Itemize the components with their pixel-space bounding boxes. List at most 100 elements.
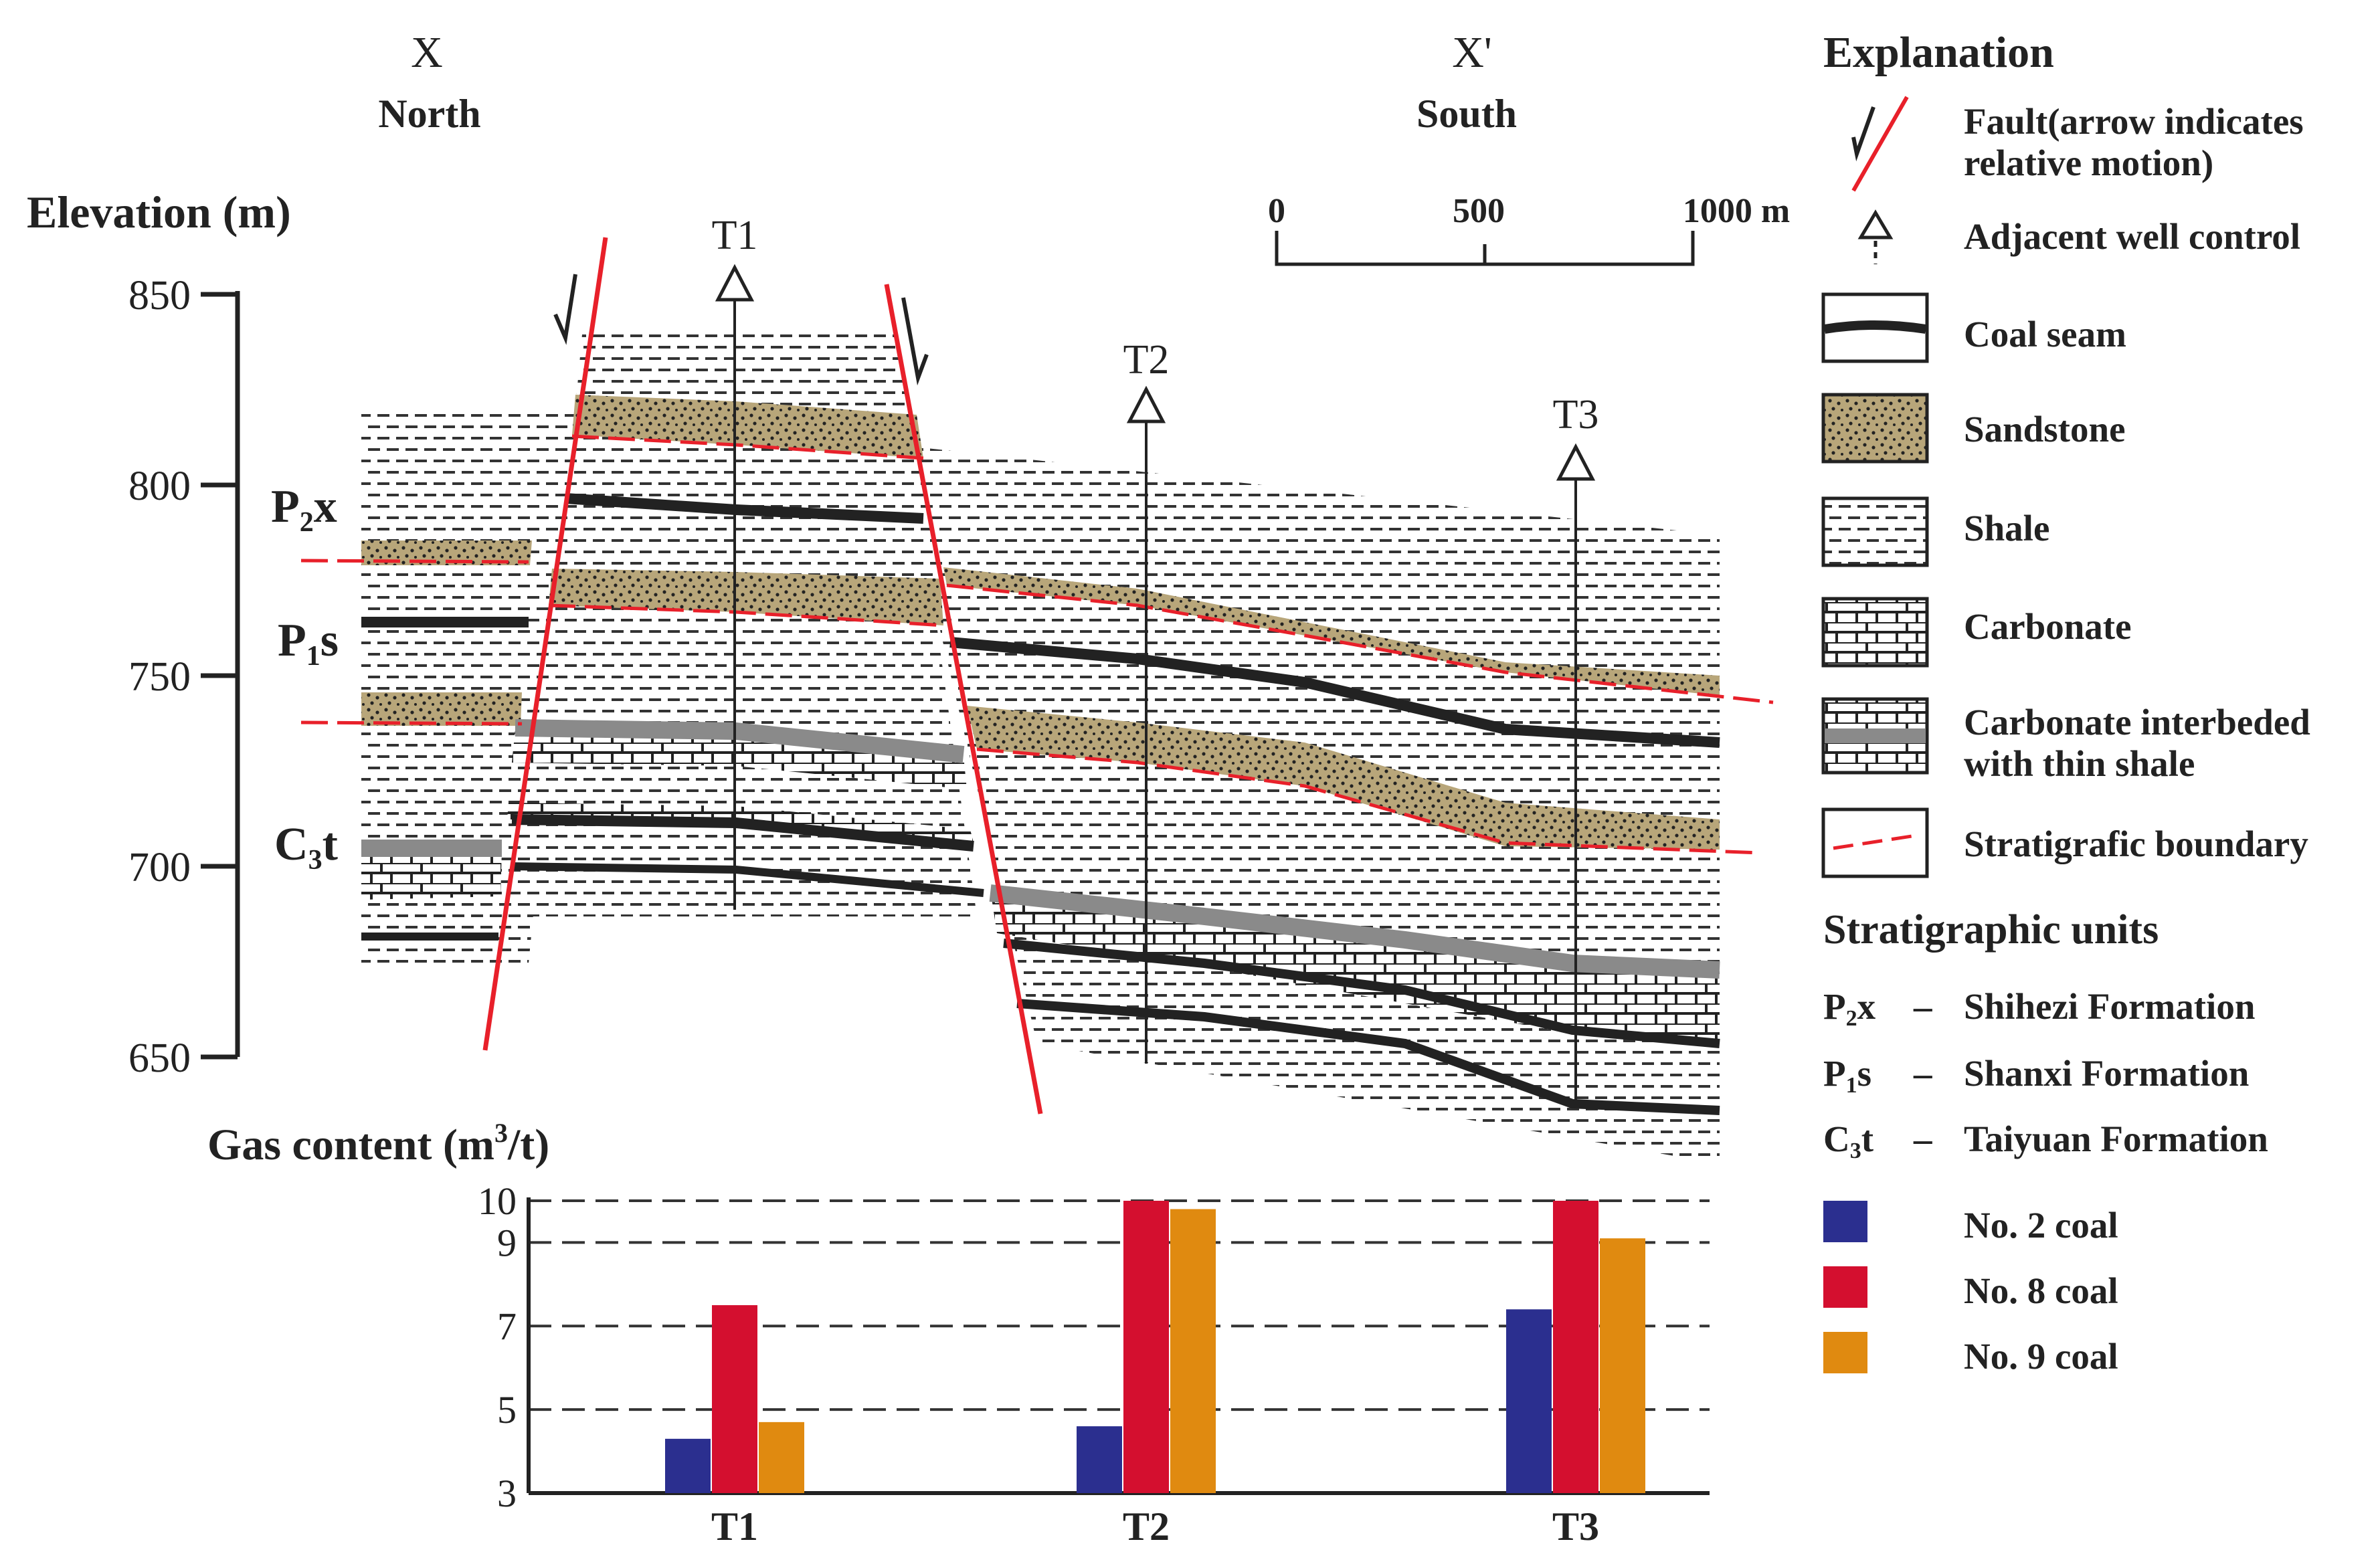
grey-band [989, 884, 1720, 979]
bar-no-8-coal-t2 [1123, 1201, 1169, 1493]
section-start-label: X [411, 28, 443, 77]
fault-line-right [884, 284, 1043, 1114]
legend-boundary-text: Stratigrafic boundary [1964, 823, 2308, 864]
legend-label: No. 2 coal [1964, 1205, 2118, 1246]
well-triangle-icon [1556, 443, 1596, 481]
unit-dash: – [1913, 1053, 1932, 1094]
well-label: T2 [1123, 337, 1170, 383]
y-tick-label: 9 [497, 1221, 517, 1264]
unit-code: P2x [1823, 986, 1876, 1031]
fault-motion-arrow-icon [901, 297, 929, 386]
explanation-title: Explanation [1823, 28, 2054, 77]
unit-dash: – [1913, 986, 1932, 1027]
unit-name: Taiyuan Formation [1964, 1118, 2268, 1159]
unit-code: P1s [1823, 1053, 1871, 1098]
unit-name: Shanxi Formation [1964, 1053, 2249, 1094]
unit-label-c3t: C3t [274, 819, 338, 876]
carbonate-legend-icon [1821, 597, 1929, 668]
bar-no-9-coal-t3 [1600, 1238, 1645, 1493]
section-start-direction: North [378, 92, 480, 136]
unit-dash: – [1913, 1118, 1932, 1159]
unit-row: P2x – Shihezi Formation [1823, 986, 2255, 1031]
legend-shale-text: Shale [1964, 508, 2049, 549]
bar-no-8-coal-t1 [712, 1305, 757, 1493]
boundary-line [300, 559, 529, 564]
legend-swatch-no8-coal [1823, 1266, 1867, 1308]
unit-label-p1s: P1s [278, 615, 339, 672]
fault-line-left [482, 237, 608, 1051]
gas-content-chart: 3 5 7 910 T1 T2 T3 [478, 1179, 1710, 1549]
gas-chart-title: Gas content (m3/t) [207, 1118, 549, 1169]
sandstone-layer [361, 692, 522, 726]
carbonate-layer [990, 890, 1720, 1044]
shale-right-block [897, 445, 1720, 1164]
bar-no-2-coal-t1 [665, 1438, 711, 1493]
well-legend-icon [1857, 209, 1894, 239]
bar-no-2-coal-t3 [1506, 1309, 1552, 1493]
y-tick-label: 3 [497, 1472, 517, 1515]
legend-swatch-no9-coal [1823, 1332, 1867, 1373]
section-end-direction: South [1416, 92, 1517, 136]
unit-row: P1s – Shanxi Formation [1823, 1053, 2249, 1098]
cross-section: T1 T2 T3 [300, 213, 1774, 1164]
legend-coal-text: Coal seam [1964, 314, 2126, 355]
elevation-tick-label: 800 [128, 464, 191, 509]
sandstone-layer [361, 541, 532, 565]
elevation-tick-label: 750 [128, 654, 191, 700]
y-tick-label: 10 [478, 1179, 517, 1223]
boundary-line [946, 583, 1774, 704]
unit-row: C3t – Taiyuan Formation [1823, 1118, 2268, 1163]
scale-label: 500 [1453, 192, 1505, 230]
scale-label: 0 [1268, 192, 1285, 230]
units-title: Stratigraphic units [1823, 907, 2159, 953]
legend-sandstone-text: Sandstone [1964, 409, 2125, 450]
carbonate-layer [512, 729, 967, 789]
x-tick-label: T3 [1552, 1504, 1599, 1549]
bar-no-2-coal-t2 [1077, 1426, 1122, 1493]
section-end-label: X' [1452, 28, 1492, 77]
well-T2: T2 [1123, 337, 1170, 1064]
scale-bar: 0 500 1000 m [1268, 192, 1790, 266]
well-label: T1 [712, 213, 758, 258]
sandstone-layer [967, 706, 1720, 850]
unit-name: Shihezi Formation [1964, 986, 2255, 1027]
boundary-line [976, 747, 1760, 855]
coal-seam [1016, 999, 1720, 1115]
legend-carbonate-text: Carbonate [1964, 606, 2132, 647]
shale-legend-icon [1821, 496, 1929, 567]
y-tick-label: 5 [497, 1388, 517, 1432]
fault-motion-arrow-icon [553, 274, 577, 345]
elevation-tick-label: 700 [128, 845, 191, 890]
boundary-legend-line [1833, 833, 1921, 850]
scale-label: 1000 m [1683, 192, 1790, 230]
bar-no-9-coal-t2 [1170, 1209, 1216, 1493]
x-tick-label: T2 [1123, 1504, 1170, 1549]
well-T1: T1 [712, 213, 758, 910]
legend-swatch-no2-coal [1823, 1201, 1867, 1242]
x-tick-label: T1 [711, 1504, 758, 1549]
unit-code: C3t [1823, 1118, 1874, 1163]
well-triangle-icon [1126, 385, 1166, 423]
sandstone-layer [572, 395, 923, 458]
well-triangle-icon [715, 264, 755, 302]
sandstone-legend-icon [1821, 393, 1929, 464]
coal-seam [1003, 939, 1720, 1048]
elevation-tick-label: 650 [128, 1036, 191, 1081]
bar-no-9-coal-t1 [759, 1422, 804, 1493]
unit-label-p2x: P2x [271, 481, 337, 538]
sandstone-layer [549, 569, 943, 625]
explanation-legend: Explanation Fault(arrow indicates relativ… [1821, 28, 2310, 1163]
legend-label: No. 9 coal [1964, 1336, 2118, 1377]
well-T3: T3 [1553, 392, 1599, 1107]
elevation-axis-title: Elevation (m) [27, 187, 291, 237]
legend-well-text: Adjacent well control [1964, 216, 2300, 257]
y-tick-label: 7 [497, 1304, 517, 1348]
coal-seam-legend-line [1823, 320, 1927, 334]
legend-label: No. 8 coal [1964, 1270, 2118, 1311]
fault-arrow-icon [1851, 106, 1875, 162]
elevation-tick-label: 850 [128, 273, 191, 318]
well-label: T3 [1553, 392, 1599, 437]
legend-fault-text: Fault(arrow indicates relative motion) [1964, 101, 2304, 183]
boundary-line [300, 720, 523, 726]
